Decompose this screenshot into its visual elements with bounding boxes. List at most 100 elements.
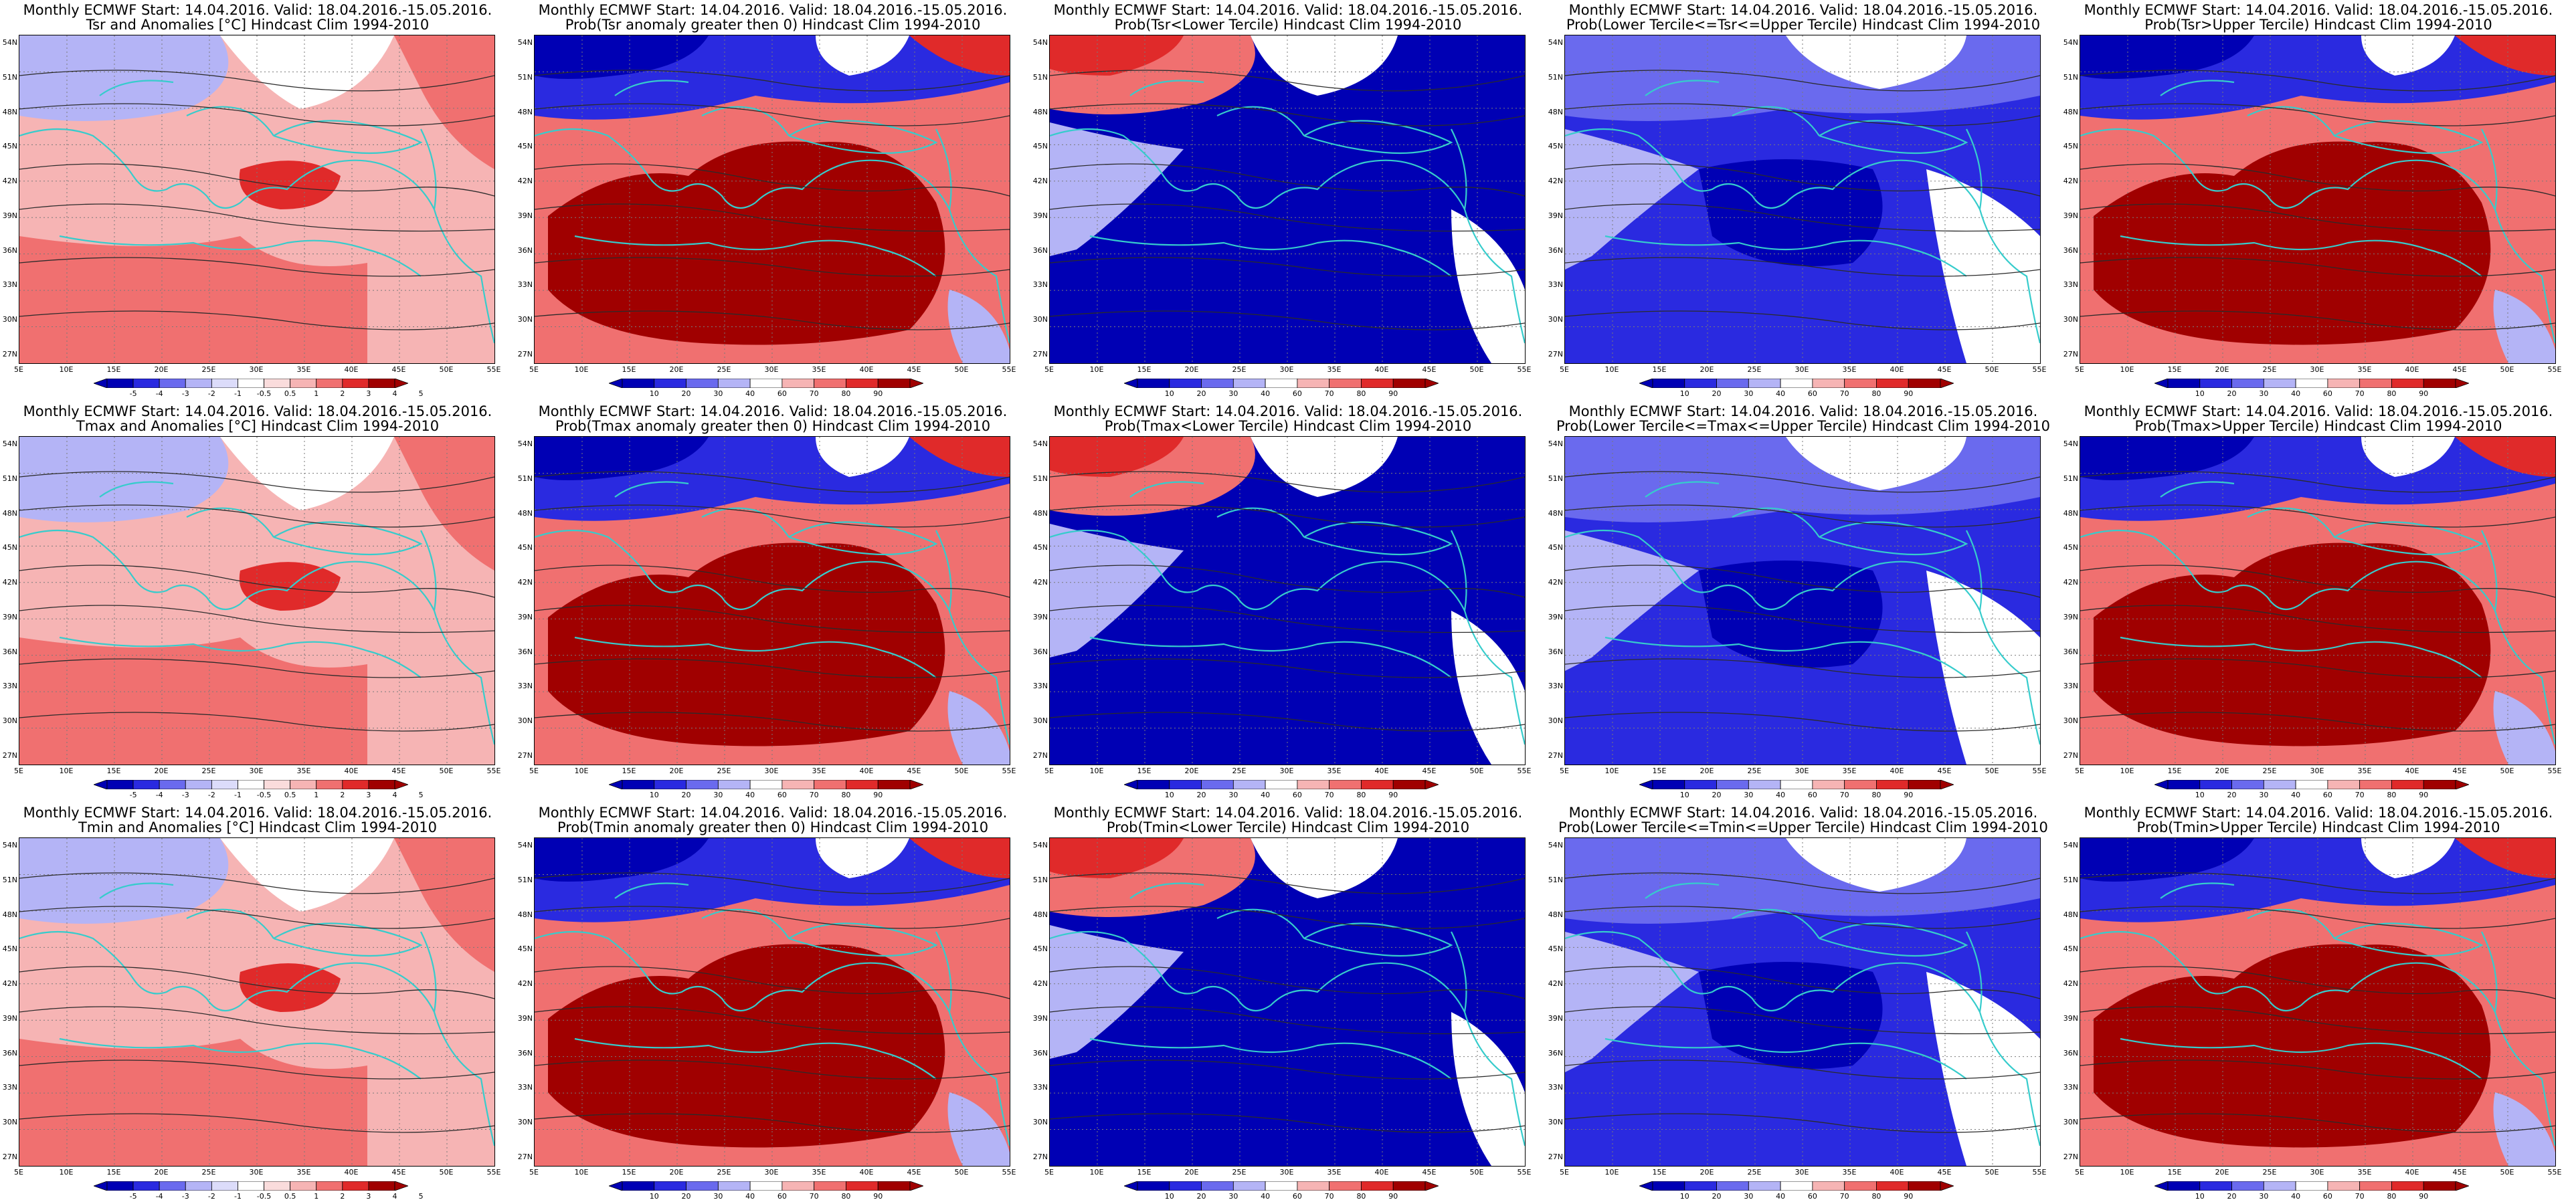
longitude-label: 5E: [529, 767, 539, 775]
colorbar-right-arrow: [1940, 780, 1954, 789]
coastline: [1451, 530, 1525, 745]
colorbar-swatch: [814, 379, 846, 388]
longitude-label: 15E: [1137, 767, 1152, 775]
panel-title-variable: Prob(Tmax anomaly greater then 0) Hindca…: [555, 418, 991, 434]
colorbar-left-arrow: [94, 379, 108, 388]
latitude-label: 48N: [517, 910, 533, 919]
colorbar-swatch: [654, 379, 686, 388]
longitude-label: 45E: [391, 365, 406, 374]
colorbar-right-arrow: [394, 379, 408, 388]
coastline: [535, 529, 756, 611]
latitude-label: 45N: [2063, 543, 2078, 553]
longitude-label: 10E: [59, 365, 74, 374]
colorbar-label: 70: [1839, 389, 1849, 398]
colorbar-label: 60: [2322, 389, 2332, 398]
colorbar-swatch: [211, 780, 238, 789]
high-prob-ne: [2455, 437, 2555, 477]
colorbar-left-arrow: [1639, 379, 1653, 388]
coastline: [1216, 106, 1305, 136]
temperature-contour: [2080, 966, 2555, 999]
coastline: [2160, 882, 2235, 899]
colorbar: [2154, 379, 2469, 388]
colorbar-swatch: [2167, 379, 2201, 388]
temperature-contour: [535, 906, 1010, 929]
longitude-label: 20E: [2215, 1168, 2229, 1177]
latitude-label: 48N: [1548, 910, 1563, 919]
colorbar-label: 30: [2259, 1192, 2269, 1201]
coastline: [1819, 922, 1968, 957]
latitude-label: 36N: [2063, 1048, 2078, 1058]
colorbar-swatch: [846, 780, 879, 789]
coastline: [1785, 962, 1981, 1013]
temperature-contour: [19, 966, 494, 999]
panel-title-variable: Prob(Lower Tercile<=Tmax<=Upper Tercile)…: [1556, 418, 2050, 434]
latitude-label: 27N: [517, 751, 533, 760]
coastline: [1966, 530, 2040, 745]
colorbar-label: -4: [155, 389, 163, 398]
latitude-label: 36N: [517, 245, 533, 255]
coastline: [1270, 159, 1465, 210]
panel-title-variable: Tmax and Anomalies [°C] Hindcast Clim 19…: [76, 418, 440, 434]
longitude-label: 10E: [2120, 767, 2134, 775]
colorbar-swatch: [132, 379, 160, 388]
latitude-label: 48N: [2063, 107, 2078, 116]
colorbar-left-arrow: [1639, 780, 1653, 789]
longitude-label: 30E: [249, 1168, 264, 1177]
panel-title-run: Monthly ECMWF Start: 14.04.2016. Valid: …: [23, 805, 492, 821]
longitude-label: 35E: [2357, 767, 2372, 775]
colorbar-swatch: [290, 379, 317, 388]
latitude-label: 45N: [2, 543, 17, 553]
colorbar-svg: [609, 379, 923, 388]
colorbar-swatch: [2263, 780, 2296, 789]
warm-region: [394, 35, 494, 169]
latitude-label: 30N: [1032, 315, 1048, 324]
coastline: [1050, 128, 1271, 209]
temperature-contour: [535, 103, 1010, 126]
coastline: [2334, 922, 2484, 957]
coastline: [2120, 235, 2482, 277]
colorbar-swatch: [2295, 1181, 2328, 1191]
longitude-label: 35E: [2357, 365, 2372, 374]
coastline: [1819, 120, 1968, 155]
highest-prob-core: [548, 542, 945, 746]
latitude-label: 27N: [517, 350, 533, 359]
latitude-label: 39N: [517, 1013, 533, 1023]
longitude-label: 25E: [717, 365, 731, 374]
colorbar-label: 40: [2291, 1192, 2301, 1201]
longitude-label: 55E: [486, 1168, 501, 1177]
colorbar-svg: [609, 1181, 923, 1191]
latitude-label: 51N: [2, 875, 17, 884]
colorbar-swatch: [1232, 379, 1266, 388]
longitude-label: 15E: [2167, 767, 2182, 775]
longitude-label: 25E: [1747, 767, 1762, 775]
temperature-contour: [2080, 872, 2555, 894]
longitude-label: 55E: [1517, 1168, 1532, 1177]
coastline: [535, 128, 756, 209]
coastline: [1819, 521, 1968, 556]
colorbar-label: 2: [340, 389, 345, 398]
coastline: [2247, 106, 2335, 136]
coastline: [574, 235, 937, 277]
longitude-label: 45E: [1937, 365, 1952, 374]
latitude-label: 48N: [517, 508, 533, 518]
forecast-panel: Monthly ECMWF Start: 14.04.2016. Valid: …: [1030, 401, 1546, 803]
colorbar-label: 40: [2291, 791, 2301, 799]
latitude-label: 36N: [517, 647, 533, 656]
colorbar-label: 90: [1388, 791, 1398, 799]
forecast-panel: Monthly ECMWF Start: 14.04.2016. Valid: …: [515, 401, 1030, 803]
temperature-contour: [535, 163, 1010, 197]
colorbar: [94, 1181, 408, 1191]
latitude-label: 51N: [517, 875, 533, 884]
longitude-label: 30E: [1279, 767, 1294, 775]
high-prob-ne: [2455, 35, 2555, 76]
lowest-prob: [535, 437, 709, 480]
latitude-label: 39N: [2, 612, 17, 621]
colorbar-swatch: [264, 379, 291, 388]
colorbar-label: 60: [777, 791, 787, 799]
latitude-label: 27N: [1548, 751, 1563, 760]
longitude-label: 50E: [439, 767, 454, 775]
temperature-contour: [2080, 712, 2555, 732]
longitude-label: 10E: [1604, 767, 1619, 775]
longitude-label: 10E: [2120, 365, 2134, 374]
temperature-contour: [535, 605, 1010, 633]
